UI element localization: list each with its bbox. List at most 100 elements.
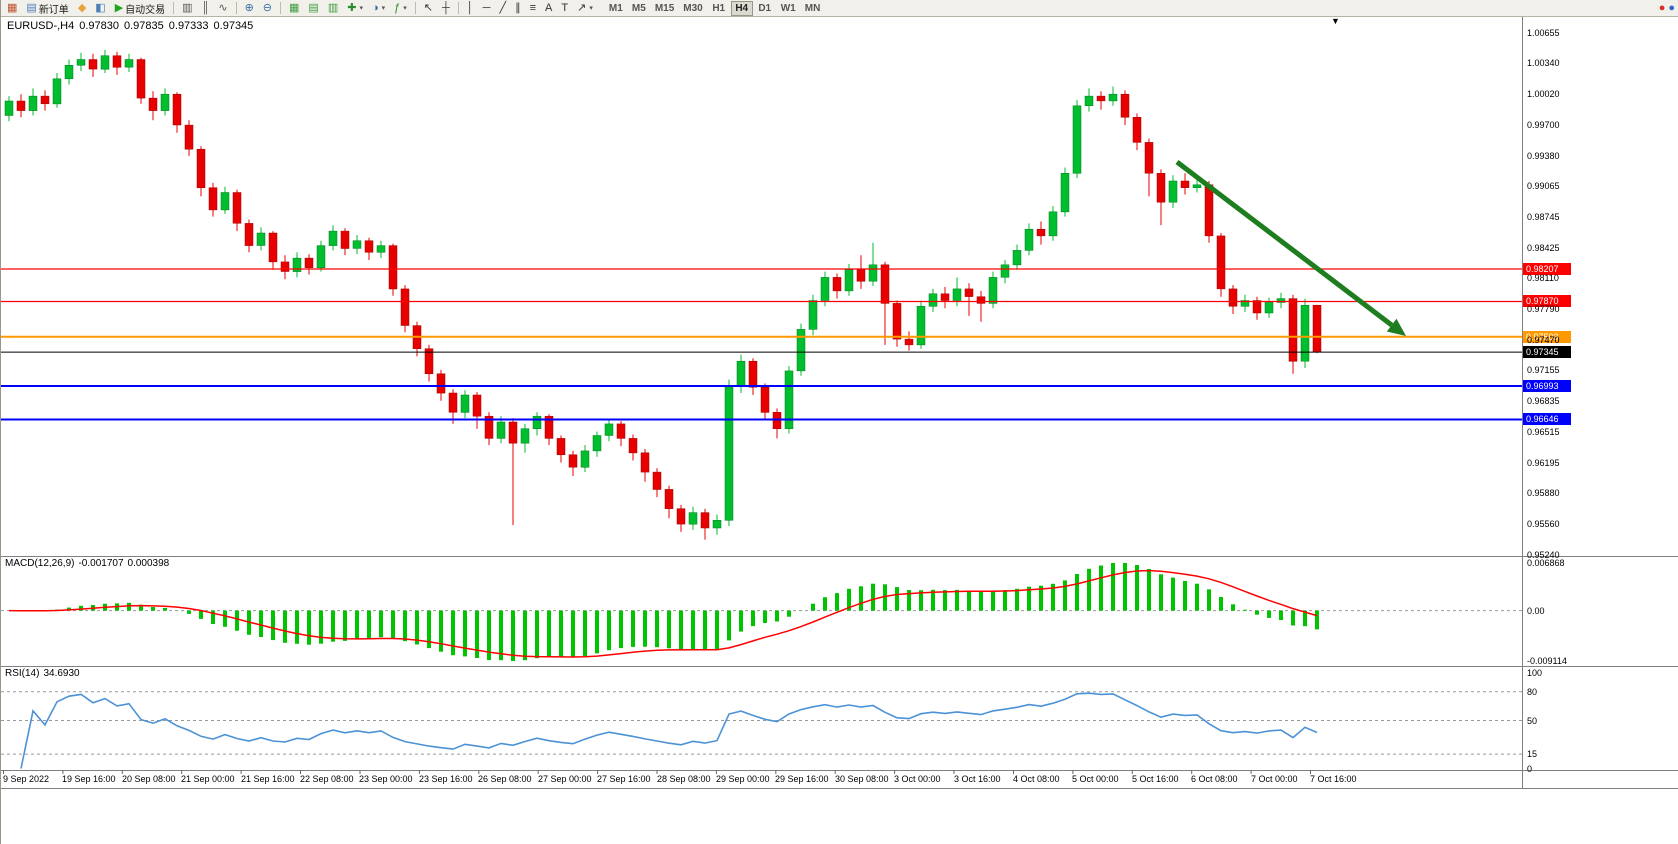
new-order-button-label: 新订单 [38,4,69,16]
tile-horizontal-icon: ▤ [308,1,319,14]
toolbar-separator [173,2,175,14]
zoom-in-icon: ⊕ [244,1,254,14]
autotrading-button-label: 自动交易 [125,4,166,16]
candlestick-chart-icon: ║ [201,1,210,14]
rsi-label: RSI(14) [5,668,40,679]
timeframe-mn-button[interactable]: MN [804,2,821,14]
macd-label: MACD(12,26,9) [5,558,75,569]
timeframe-toolbar: M1 M5 M15 M30 H1 H4 D1 W1 MN [605,0,824,16]
community-blue-icon[interactable]: ● [1668,2,1675,14]
autotrading-play-icon: ▶ [114,1,124,14]
tile-vertical-icon: ▥ [327,1,339,14]
toolbar-separator [280,2,282,14]
text-icon: A [545,1,553,14]
timeframe-h1-button[interactable]: H1 [712,2,726,14]
text-icon[interactable]: A [541,1,556,16]
horizontal-lines-layer[interactable] [1,268,1522,421]
toolbar-buttons: ▦ ▤ 新订单 ◆ ◧ ▶ 自动交易 ▥ ║ ∿ ⊕ ⊖ ▦ ▤ ▥ ✚ ▾ ◑ ▾ ƒ ▾ ↖ ┼ │ ─ ╱ ∥ ≡ A T ↗ ▾ [3,1,597,16]
price-axis[interactable] [1522,17,1678,788]
crosshair-icon[interactable]: ┼ [438,1,454,16]
community-red-icon[interactable]: ● [1658,2,1666,14]
horizontal-line-icon[interactable]: ─ [479,1,495,16]
accounts-icon[interactable]: ◧ [91,1,109,16]
chart-window-icon: ▦ [7,1,18,14]
line-chart-icon: ∿ [218,1,228,14]
period-clock-icon: ◑ [371,1,379,14]
line-chart-icon[interactable]: ∿ [214,1,231,16]
fibonacci-icon: ≡ [529,1,537,14]
timeframe-w1-button[interactable]: W1 [780,2,796,14]
dropdown-arrow-icon: ▾ [359,5,363,12]
time-ticks [3,770,1311,774]
vertical-line-icon[interactable]: │ [463,1,478,16]
trend-arrow-annotation[interactable] [1175,160,1406,336]
shapes-icon[interactable]: ↗ ▾ [573,1,597,16]
candlestick-chart-icon[interactable]: ║ [198,1,214,16]
dropdown-arrow-icon: ▾ [589,5,593,12]
panel-separators [1,17,1678,789]
ohlc-close: 0.97345 [213,20,254,32]
ohlc-low: 0.97333 [168,20,209,32]
tile-windows-icon[interactable]: ▦ [285,1,303,16]
label-icon[interactable]: T [557,1,572,16]
chart-shift-marker-icon[interactable]: ▼ [1331,16,1340,26]
tile-windows-icon: ▦ [289,1,300,14]
horizontal-line-icon: ─ [482,1,491,14]
candles-layer [4,49,1322,540]
shapes-icon: ↗ [577,1,587,14]
toolbar-right-icons: ● ● [1659,1,1675,16]
tile-vertical-icon[interactable]: ▥ [324,1,342,16]
autotrading-button[interactable]: ▶ 自动交易 [111,1,169,16]
favorites-icon: ◆ [77,1,87,14]
accounts-icon: ◧ [95,1,106,14]
new-chart-icon[interactable]: ✚ ▾ [343,1,367,16]
indicators-icon[interactable]: ƒ ▾ [390,1,411,16]
macd-value-1: -0.001707 [78,558,124,569]
fibonacci-icon[interactable]: ≡ [526,1,540,16]
trendline-icon[interactable]: ╱ [495,1,510,16]
trendline-icon: ╱ [499,1,507,14]
dropdown-arrow-icon: ▾ [381,5,386,12]
zoom-in-icon[interactable]: ⊕ [241,1,258,16]
channel-icon[interactable]: ∥ [511,1,525,16]
rsi-value: 34.6930 [43,668,80,679]
chart-window-icon[interactable]: ▦ [3,1,21,16]
ohlc-open: 0.97830 [79,20,119,32]
rsi-header: RSI(14) 34.6930 [5,668,84,679]
time-axis[interactable] [1,770,1522,788]
cursor-icon[interactable]: ↖ [420,1,437,16]
toolbar: ▦ ▤ 新订单 ◆ ◧ ▶ 自动交易 ▥ ║ ∿ ⊕ ⊖ ▦ ▤ ▥ ✚ ▾ ◑ ▾ ƒ ▾ ↖ ┼ │ ─ ╱ ∥ ≡ A T ↗ ▾ M1… [1,0,1678,17]
timeframe-m30-button[interactable]: M30 [683,2,703,14]
toolbar-separator [414,2,416,14]
timeframe-m1-button[interactable]: M1 [608,2,623,14]
label-icon: T [561,1,569,14]
new-chart-icon: ✚ [347,1,357,14]
new-order-button[interactable]: ▤ 新订单 [22,1,72,16]
vertical-line-icon: │ [466,1,474,14]
new-order-icon: ▤ [26,1,37,14]
period-clock-icon[interactable]: ◑ ▾ [368,1,389,16]
dropdown-arrow-icon: ▾ [403,5,407,12]
tile-horizontal-icon[interactable]: ▤ [304,1,322,16]
timeframe-m5-button[interactable]: M5 [631,2,646,14]
ohlc-high: 0.97835 [124,20,164,32]
toolbar-separator [235,2,237,14]
favorites-icon[interactable]: ◆ [74,1,90,16]
bar-chart-icon[interactable]: ▥ [178,1,196,16]
crosshair-icon: ┼ [442,1,450,14]
macd-layer [1,563,1522,661]
zoom-out-icon: ⊖ [262,1,273,14]
timeframe-h4-button[interactable]: H4 [730,0,753,16]
bar-chart-icon: ▥ [182,1,193,14]
chart-header: EURUSD-,H4 0.97830 0.97835 0.97333 0.97345 [7,20,258,32]
indicators-icon: ƒ [394,1,401,14]
macd-value-2: 0.000398 [127,558,170,569]
cursor-icon: ↖ [423,1,433,14]
rsi-layer [1,691,1522,769]
timeframe-d1-button[interactable]: D1 [758,2,772,14]
timeframe-m15-button[interactable]: M15 [654,2,675,14]
zoom-out-icon[interactable]: ⊖ [259,1,276,16]
toolbar-separator [457,2,459,14]
